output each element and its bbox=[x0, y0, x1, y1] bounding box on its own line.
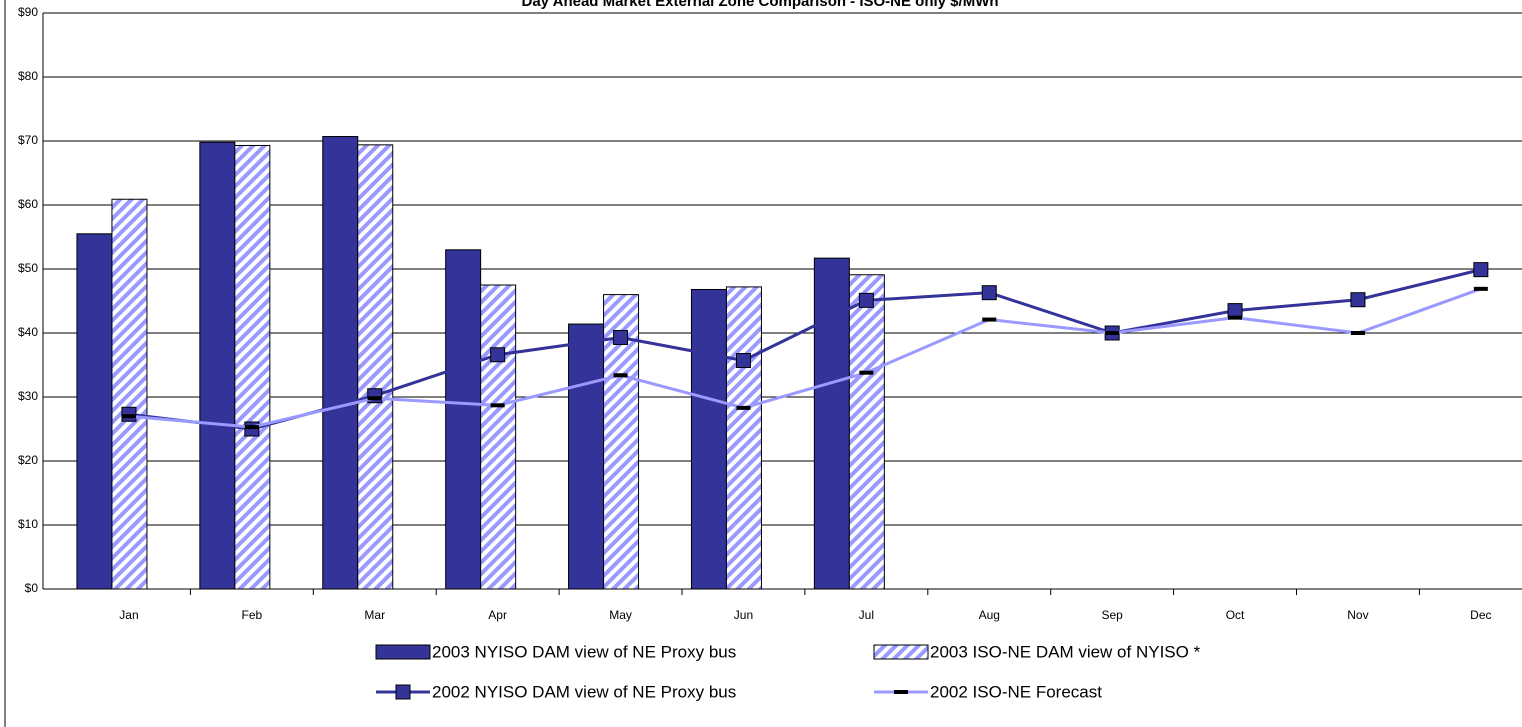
x-tick-label: Feb bbox=[242, 608, 263, 622]
line bbox=[128, 268, 1482, 431]
y-tick-label: $50 bbox=[18, 261, 38, 275]
marker bbox=[1227, 303, 1243, 319]
legend-label: 2002 ISO-NE Forecast bbox=[930, 682, 1102, 701]
marker bbox=[981, 285, 997, 301]
bar bbox=[848, 274, 885, 590]
y-tick-label: $90 bbox=[18, 5, 38, 19]
bar bbox=[76, 233, 113, 590]
x-tick-label: Jan bbox=[119, 608, 138, 622]
x-tick-label: Nov bbox=[1347, 608, 1368, 622]
line bbox=[128, 287, 1482, 429]
marker bbox=[367, 396, 382, 401]
x-tick-label: Jun bbox=[734, 608, 753, 622]
legend-marker bbox=[894, 690, 908, 694]
marker bbox=[1350, 292, 1366, 308]
marker bbox=[1228, 315, 1243, 320]
x-tick-label: Aug bbox=[979, 608, 1000, 622]
marker bbox=[490, 403, 505, 408]
marker bbox=[1105, 331, 1120, 335]
x-tick-label: Sep bbox=[1101, 608, 1123, 622]
y-tick-label: $20 bbox=[18, 453, 38, 467]
legend-swatch bbox=[873, 644, 929, 660]
legend-label: 2003 NYISO DAM view of NE Proxy bus bbox=[432, 642, 736, 661]
x-tick-label: Jul bbox=[859, 608, 874, 622]
y-tick-label: $80 bbox=[18, 69, 38, 83]
bar bbox=[357, 144, 394, 590]
marker bbox=[1473, 262, 1489, 278]
legend-label: 2003 ISO-NE DAM view of NYISO * bbox=[930, 642, 1201, 661]
y-tick-label: $10 bbox=[18, 517, 38, 531]
marker bbox=[613, 373, 628, 378]
marker bbox=[490, 347, 506, 363]
bar bbox=[690, 288, 727, 590]
legend-marker bbox=[395, 684, 411, 700]
bar bbox=[725, 286, 762, 590]
bar bbox=[234, 144, 271, 590]
x-tick-label: Dec bbox=[1470, 608, 1491, 622]
marker bbox=[613, 329, 629, 345]
marker bbox=[1473, 286, 1488, 291]
x-tick-label: May bbox=[609, 608, 632, 622]
marker bbox=[736, 405, 751, 410]
marker bbox=[735, 353, 751, 369]
x-tick-label: Oct bbox=[1226, 608, 1245, 622]
y-tick-label: $30 bbox=[18, 389, 38, 403]
bar bbox=[199, 141, 236, 590]
bar bbox=[322, 136, 359, 590]
marker bbox=[1350, 331, 1365, 335]
x-tick-label: Apr bbox=[488, 608, 507, 622]
legend-label: 2002 NYISO DAM view of NE Proxy bus bbox=[432, 682, 736, 701]
bar bbox=[813, 257, 850, 590]
marker bbox=[121, 414, 136, 419]
bar bbox=[111, 198, 148, 590]
bar bbox=[568, 323, 605, 590]
y-tick-label: $40 bbox=[18, 325, 38, 339]
bar bbox=[445, 249, 482, 590]
marker bbox=[982, 317, 997, 322]
y-tick-label: $0 bbox=[25, 581, 39, 595]
chart-title: Day Ahead Market External Zone Compariso… bbox=[521, 0, 998, 10]
marker bbox=[858, 292, 874, 308]
marker bbox=[859, 370, 874, 375]
x-tick-label: Mar bbox=[364, 608, 385, 622]
bar bbox=[480, 284, 517, 590]
legend-swatch bbox=[375, 644, 431, 660]
y-tick-label: $70 bbox=[18, 133, 38, 147]
y-tick-label: $60 bbox=[18, 197, 38, 211]
marker bbox=[244, 425, 259, 430]
